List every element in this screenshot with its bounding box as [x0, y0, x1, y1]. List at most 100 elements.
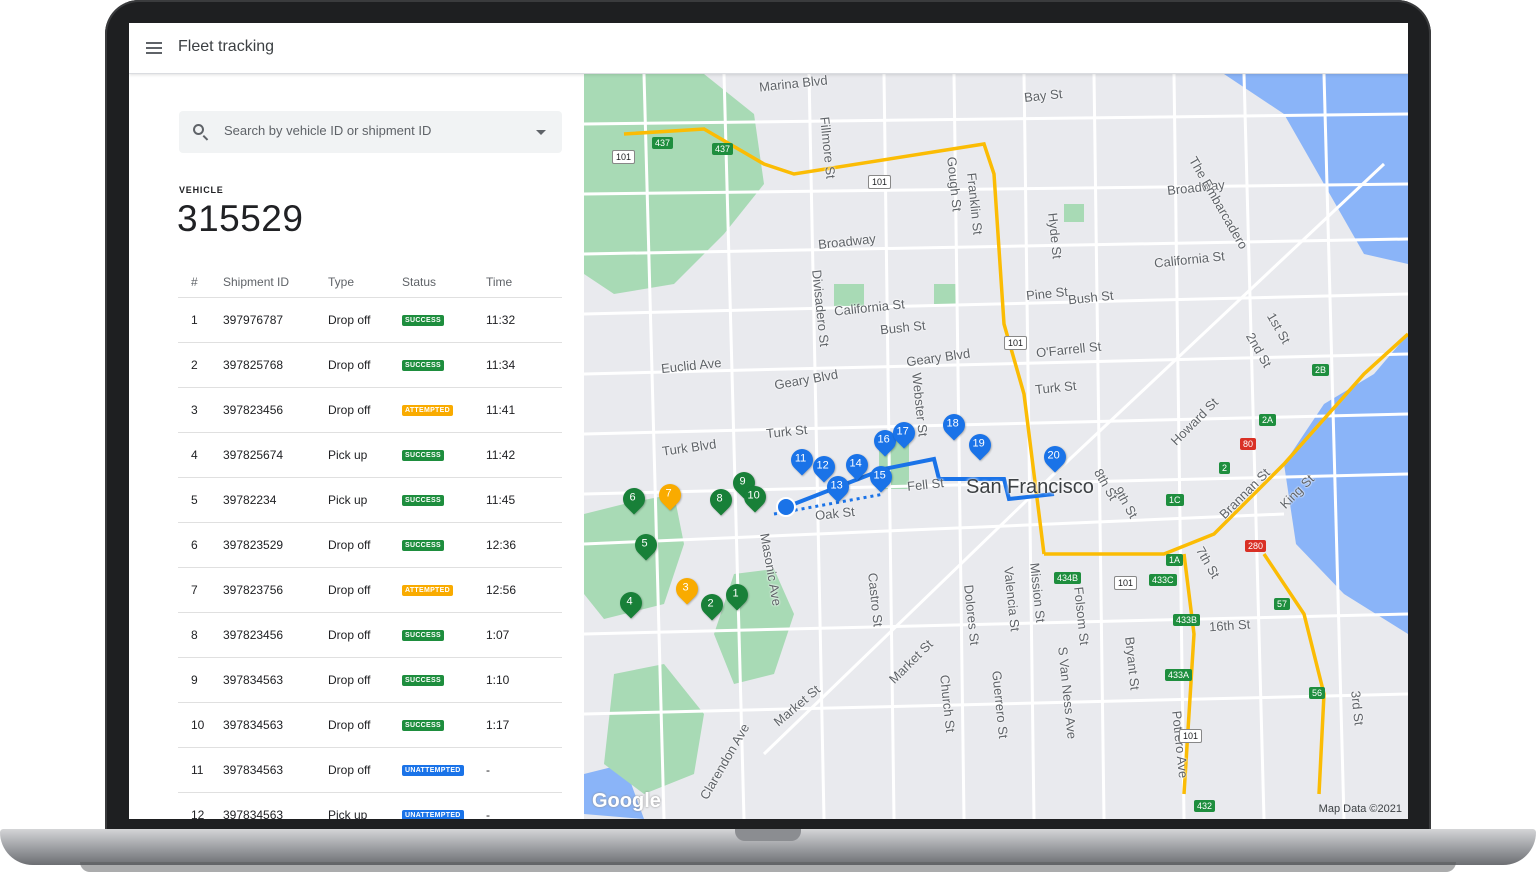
highway-shield: 2A — [1259, 414, 1277, 426]
status-badge: SUCCESS — [402, 495, 444, 506]
chevron-down-icon[interactable] — [536, 130, 546, 135]
app-bar: Fleet tracking — [129, 23, 1408, 74]
cell-time: 12:36 — [486, 538, 517, 552]
cell-number: 8 — [191, 628, 198, 642]
cell-shipment-id: 397825768 — [223, 358, 284, 372]
table-row[interactable]: 1 397976787 Drop off SUCCESS 11:32 — [178, 298, 562, 343]
cell-number: 1 — [191, 313, 198, 327]
header-type: Type — [328, 275, 355, 289]
table-row[interactable]: 2 397825768 Drop off SUCCESS 11:34 — [178, 343, 562, 388]
status-badge: SUCCESS — [402, 630, 444, 641]
cell-time: 12:56 — [486, 583, 517, 597]
cell-type: Drop off — [328, 673, 371, 687]
cell-type: Drop off — [328, 718, 371, 732]
header-number: # — [191, 275, 198, 289]
highway-shield: 432 — [1194, 800, 1216, 812]
search-box[interactable] — [179, 111, 562, 153]
status-badge: SUCCESS — [402, 540, 444, 551]
table-row[interactable]: 6 397823529 Drop off SUCCESS 12:36 — [178, 523, 562, 568]
map-attribution: Map Data ©2021 — [1318, 803, 1402, 815]
shipment-table: # Shipment ID Type Status Time 1 39797678… — [178, 269, 562, 819]
highway-shield: 57 — [1274, 598, 1291, 610]
laptop-shadow — [80, 862, 1456, 872]
table-row[interactable]: 12 397834563 Pick up UNATTEMPTED - — [178, 793, 562, 819]
menu-icon[interactable] — [146, 42, 162, 54]
highway-shield: 101 — [868, 175, 892, 189]
cell-type: Drop off — [328, 763, 371, 777]
cell-number: 4 — [191, 448, 198, 462]
cell-shipment-id: 397834563 — [223, 673, 284, 687]
cell-number: 3 — [191, 403, 198, 417]
table-row[interactable]: 10 397834563 Drop off SUCCESS 1:17 — [178, 703, 562, 748]
cell-time: 11:41 — [486, 403, 516, 417]
cell-shipment-id: 397834563 — [223, 763, 284, 777]
cell-time: 11:42 — [486, 448, 516, 462]
cell-shipment-id: 397834563 — [223, 718, 284, 732]
cell-shipment-id: 397823456 — [223, 628, 284, 642]
cell-time: 1:10 — [486, 673, 510, 687]
cell-time: 1:07 — [486, 628, 510, 642]
cell-shipment-id: 397976787 — [223, 313, 284, 327]
status-badge: UNATTEMPTED — [402, 810, 464, 819]
table-row[interactable]: 9 397834563 Drop off SUCCESS 1:10 — [178, 658, 562, 703]
map[interactable]: Marina Blvd Bay St Fillmore St Gough St … — [584, 74, 1408, 819]
map-canvas — [584, 74, 1408, 819]
truck-icon[interactable] — [776, 497, 796, 517]
cell-shipment-id: 39782234 — [223, 493, 277, 507]
highway-shield: 2B — [1312, 364, 1330, 376]
highway-shield: 434B — [1054, 572, 1082, 584]
cell-type: Pick up — [328, 448, 368, 462]
status-badge: SUCCESS — [402, 675, 444, 686]
status-badge: ATTEMPTED — [402, 585, 453, 596]
table-row[interactable]: 4 397825674 Pick up SUCCESS 11:42 — [178, 433, 562, 478]
street-label: 16th St — [1208, 616, 1251, 635]
cell-type: Pick up — [328, 808, 368, 819]
table-row[interactable]: 11 397834563 Drop off UNATTEMPTED - — [178, 748, 562, 793]
header-status: Status — [402, 275, 437, 289]
search-icon — [193, 124, 204, 135]
highway-shield: 433B — [1173, 614, 1201, 626]
cell-type: Pick up — [328, 493, 368, 507]
highway-shield: 1A — [1166, 554, 1184, 566]
cell-time: 11:34 — [486, 358, 516, 372]
status-badge: SUCCESS — [402, 720, 444, 731]
search-input[interactable] — [224, 123, 524, 138]
app-title: Fleet tracking — [178, 38, 275, 55]
cell-type: Drop off — [328, 313, 371, 327]
cell-time: 11:32 — [486, 313, 516, 327]
cell-number: 2 — [191, 358, 198, 372]
cell-number: 6 — [191, 538, 198, 552]
cell-number: 10 — [191, 718, 205, 732]
cell-type: Drop off — [328, 583, 371, 597]
cell-time: - — [486, 808, 490, 819]
highway-shield: 80 — [1240, 438, 1257, 450]
highway-shield: 101 — [612, 150, 636, 164]
cell-time: 1:17 — [486, 718, 510, 732]
cell-type: Drop off — [328, 628, 371, 642]
status-badge: SUCCESS — [402, 360, 444, 371]
city-label: San Francisco — [966, 476, 1094, 498]
status-badge: UNATTEMPTED — [402, 765, 464, 776]
highway-shield: 101 — [1114, 576, 1138, 590]
highway-shield: 437 — [712, 143, 734, 155]
google-logo: Google — [592, 790, 661, 812]
status-badge: SUCCESS — [402, 315, 444, 326]
cell-shipment-id: 397823456 — [223, 403, 284, 417]
laptop-notch — [735, 829, 801, 841]
table-row[interactable]: 5 39782234 Pick up SUCCESS 11:45 — [178, 478, 562, 523]
header-time: Time — [486, 275, 513, 289]
highway-shield: 1C — [1166, 494, 1184, 506]
table-row[interactable]: 3 397823456 Drop off ATTEMPTED 11:41 — [178, 388, 562, 433]
side-panel: VEHICLE 315529 # Shipment ID Type Status… — [129, 74, 584, 819]
table-row[interactable]: 8 397823456 Drop off SUCCESS 1:07 — [178, 613, 562, 658]
cell-number: 11 — [191, 763, 204, 777]
highway-shield: 101 — [1179, 729, 1203, 743]
table-row[interactable]: 7 397823756 Drop off ATTEMPTED 12:56 — [178, 568, 562, 613]
cell-shipment-id: 397825674 — [223, 448, 284, 462]
status-badge: ATTEMPTED — [402, 405, 453, 416]
highway-shield: 280 — [1245, 540, 1267, 552]
highway-shield: 101 — [1004, 336, 1028, 350]
cell-time: - — [486, 763, 490, 777]
cell-shipment-id: 397834563 — [223, 808, 284, 819]
cell-number: 5 — [191, 493, 198, 507]
